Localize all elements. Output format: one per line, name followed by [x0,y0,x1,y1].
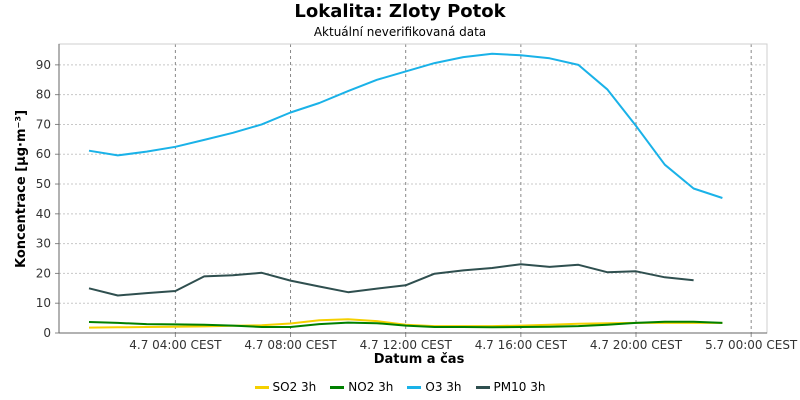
legend-item: O3 3h [407,380,462,394]
chart-subtitle: Aktuální neverifikovaná data [313,25,487,39]
legend-swatch [330,385,345,389]
legend-item: PM10 3h [475,380,546,394]
y-tick-label: 90 [36,58,51,72]
y-tick-label: 60 [36,147,51,161]
x-tick-label: 4.7 08:00 CEST [244,338,337,352]
y-tick-label: 10 [36,296,51,310]
y-axis-title: Koncentrace [µg·m⁻³] [14,110,29,268]
line-chart: 0 10 20 30 40 50 60 70 80 90 4.7 04:00 CEST 4.7 08:… [14,43,798,367]
y-tick-label: 0 [43,326,51,340]
legend-label: NO2 3h [348,380,394,394]
chart-legend: SO2 3h NO2 3h O3 3h PM10 3h [0,380,800,394]
axes: 0 10 20 30 40 50 60 70 80 90 4.7 04:00 CEST 4.7 08:… [36,44,798,352]
series-line-no2-3h [88,320,723,329]
legend-swatch [475,385,490,389]
x-tick-label: 4.7 12:00 CEST [360,338,453,352]
legend-swatch [254,385,269,389]
x-axis-title: Datum a čas [374,352,465,367]
x-tick-label: 4.7 20:00 CEST [590,338,683,352]
series-line-o3-3h [88,52,723,199]
legend-label: SO2 3h [272,380,317,394]
legend-swatch [407,385,422,389]
series-lines [88,52,723,329]
y-tick-label: 50 [36,177,51,191]
legend-item: SO2 3h [254,380,317,394]
legend-label: PM10 3h [493,380,546,394]
y-tick-label: 80 [36,88,51,102]
legend-item: NO2 3h [330,380,393,394]
y-tick-label: 30 [36,237,51,251]
y-tick-label: 40 [36,207,51,221]
x-tick-label: 4.7 04:00 CEST [129,338,222,352]
x-tick-label: 4.7 16:00 CEST [475,338,568,352]
chart-title: Lokalita: Zloty Potok [294,1,506,22]
y-tick-label: 20 [36,266,51,280]
x-tick-label: 5.7 00:00 CEST [705,338,798,352]
grid-lines [59,44,767,333]
legend-label: O3 3h [425,380,462,394]
plot-area-frame [58,43,768,334]
series-line-pm10-3h [88,263,694,297]
y-tick-label: 70 [36,117,51,131]
